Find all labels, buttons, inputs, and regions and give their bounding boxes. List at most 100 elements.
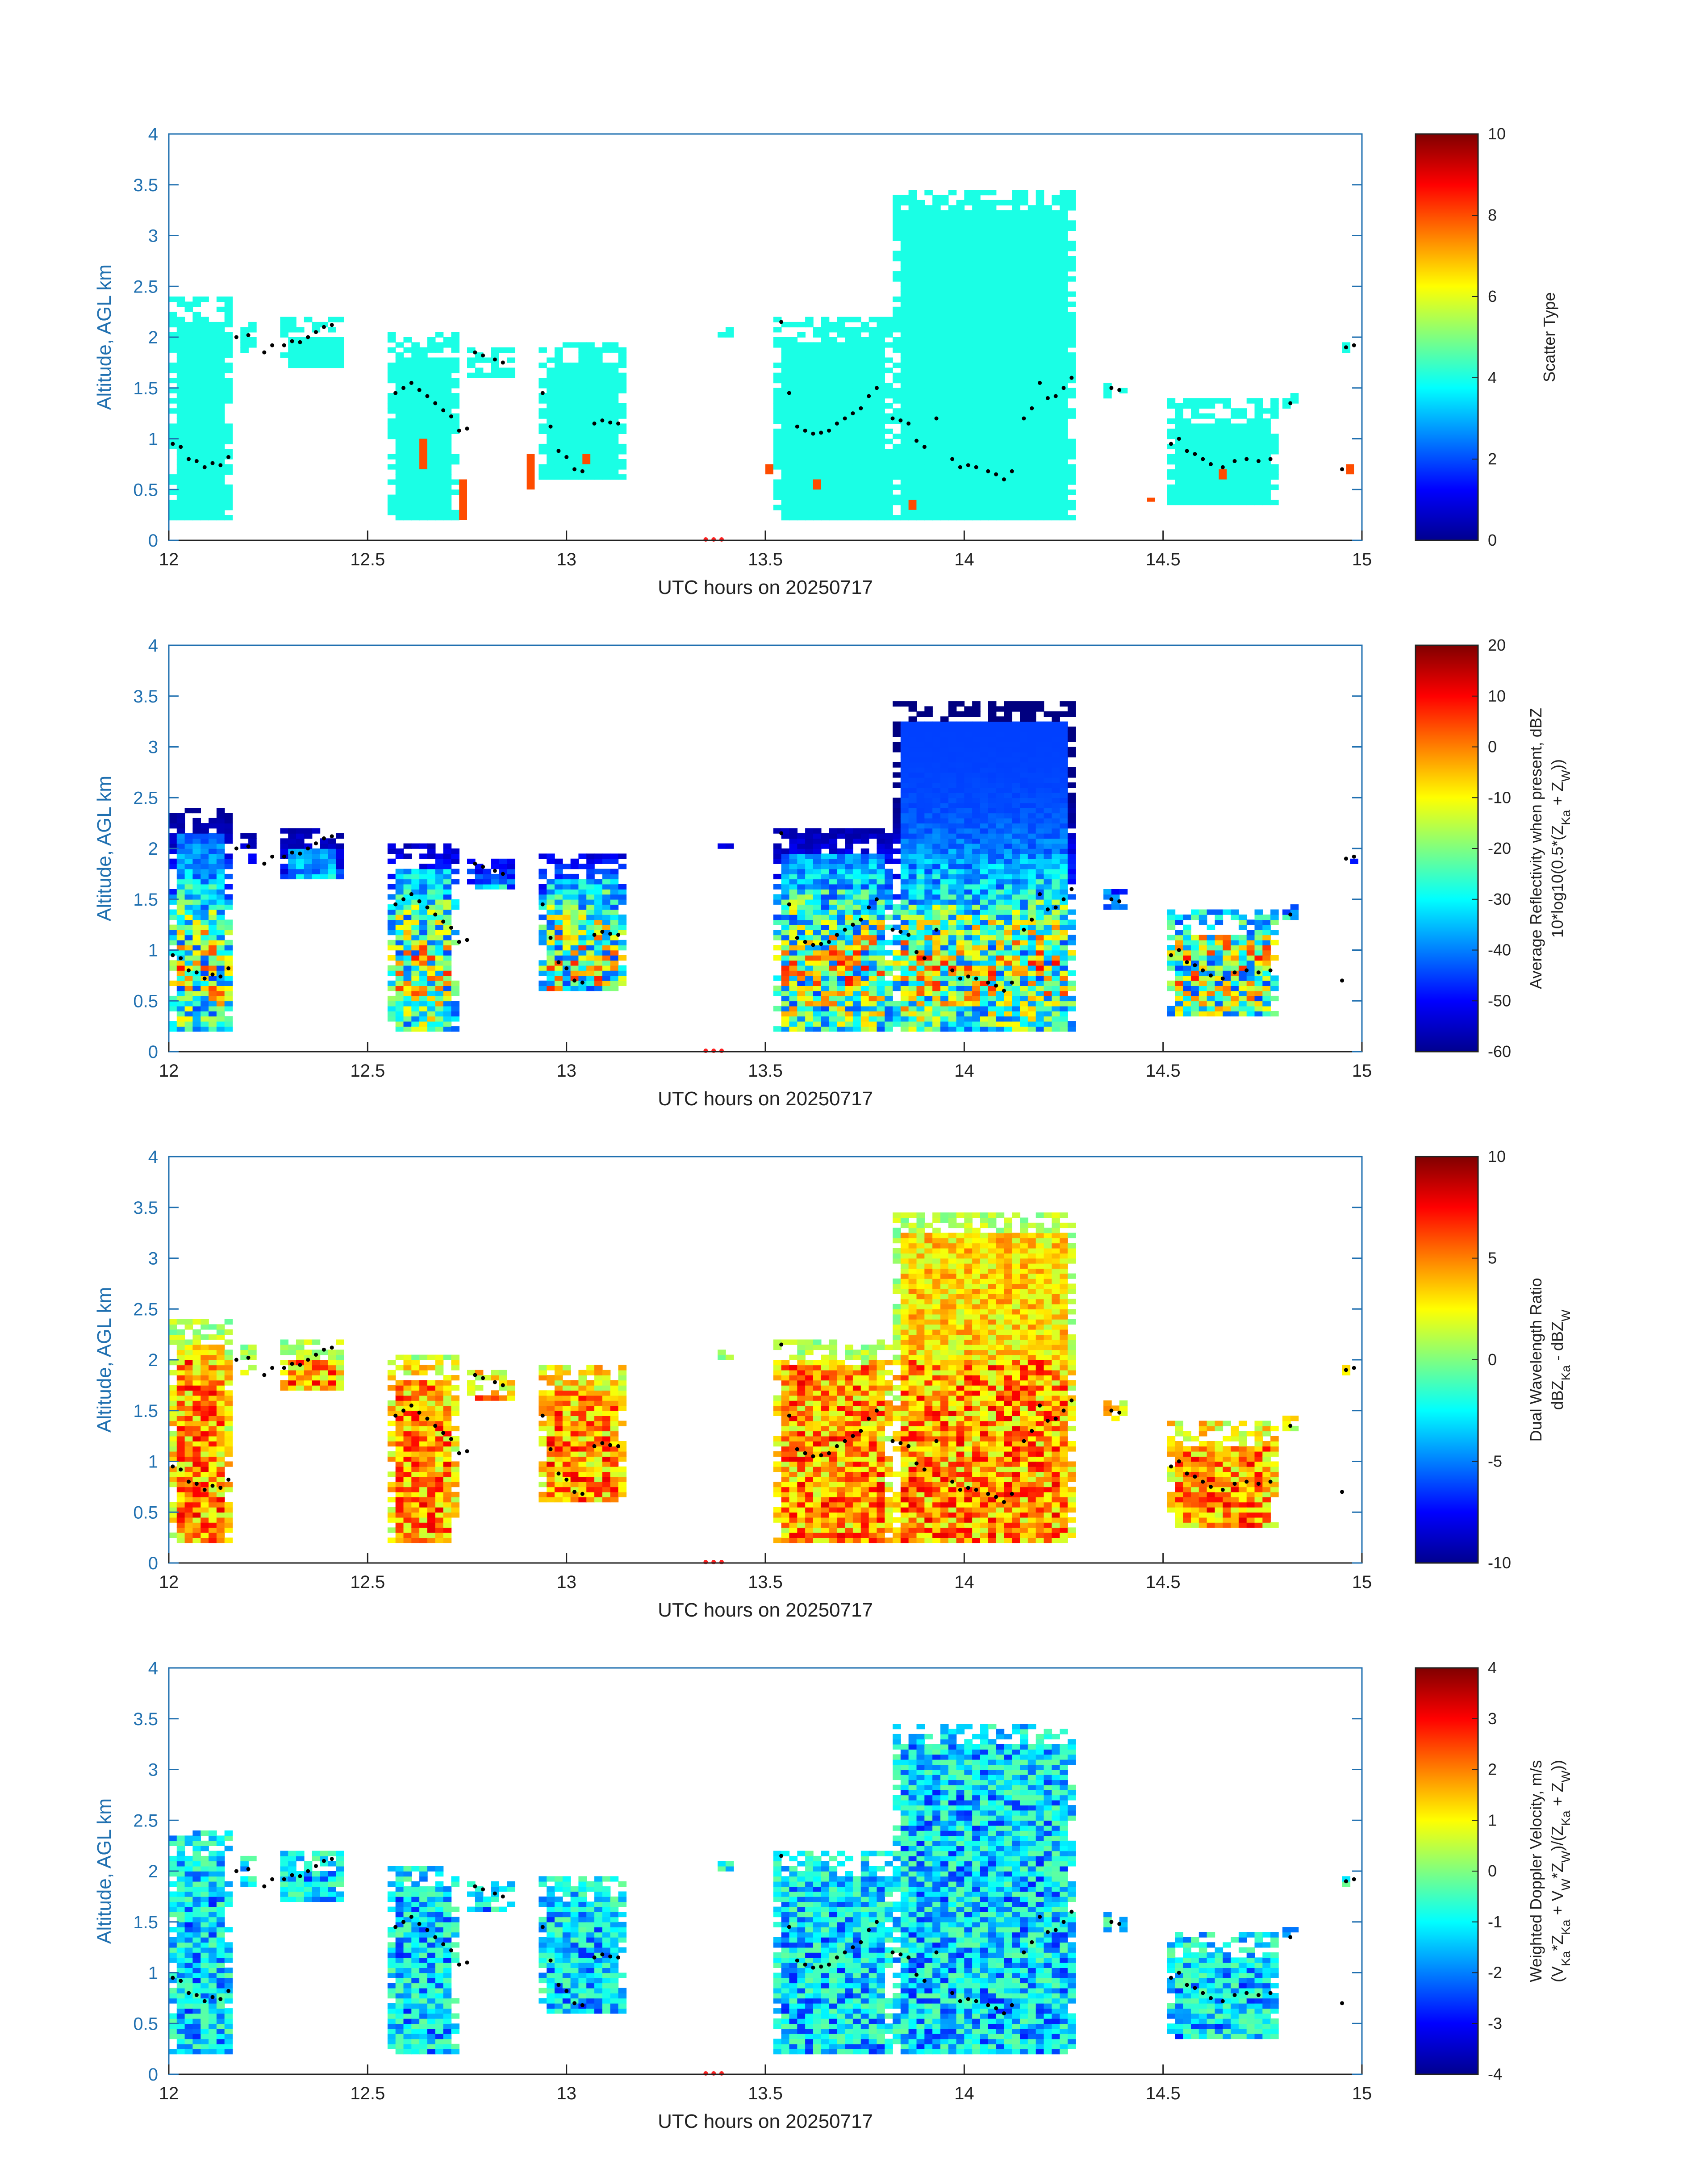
echo-cell [789, 838, 798, 844]
cloud-base-dot [473, 350, 477, 355]
echo-cell [1027, 337, 1036, 343]
echo-cell [618, 372, 627, 378]
echo-cell [1060, 246, 1068, 251]
echo-cell [169, 474, 177, 480]
echo-cell [900, 246, 909, 251]
echo-cell [1067, 220, 1076, 226]
echo-cell [972, 306, 981, 312]
echo-cell [908, 398, 917, 404]
echo-cell [980, 291, 989, 297]
echo-cell [443, 1001, 452, 1007]
echo-cell [988, 378, 997, 384]
echo-cell [1246, 418, 1255, 424]
echo-cell [916, 515, 925, 521]
echo-cell [845, 510, 853, 515]
echo-cell [860, 454, 869, 460]
x-tick-label: 13 [556, 550, 576, 569]
echo-cell [1036, 500, 1044, 506]
echo-cell [940, 494, 949, 500]
echo-cell [1027, 220, 1036, 226]
echo-cell [240, 347, 249, 353]
echo-cell [948, 266, 957, 272]
echo-cell [209, 975, 217, 981]
echo-cell [885, 986, 893, 991]
echo-cell [1036, 443, 1044, 450]
echo-cell [916, 505, 925, 510]
echo-cell [900, 403, 909, 409]
echo-cell [956, 484, 965, 490]
echo-cell [877, 1001, 885, 1007]
echo-cell [169, 505, 177, 510]
echo-cell [403, 919, 412, 925]
echo-cell [852, 935, 861, 940]
echo-cell [419, 434, 428, 439]
highlight-cell [1147, 497, 1155, 502]
echo-cell [507, 372, 515, 378]
echo-cell [411, 510, 420, 515]
echo-cell [980, 443, 989, 450]
echo-cell [570, 443, 579, 450]
echo-cell [192, 398, 201, 404]
echo-cell [964, 413, 973, 419]
echo-cell [618, 853, 627, 859]
echo-cell [1020, 301, 1028, 307]
echo-cell [578, 352, 587, 358]
echo-cell [932, 256, 941, 262]
echo-cell [499, 873, 507, 880]
echo-cell [1103, 388, 1112, 393]
echo-cell [570, 986, 579, 991]
echo-cell [1044, 368, 1052, 373]
echo-cell [1012, 230, 1020, 236]
echo-cell [829, 337, 838, 343]
echo-cell [789, 970, 798, 976]
echo-cell [893, 393, 901, 399]
echo-cell [885, 357, 893, 363]
echo-cell [328, 327, 336, 333]
echo-cell [336, 352, 344, 358]
echo-cell [1254, 418, 1263, 424]
echo-cell [216, 459, 225, 465]
cloud-base-dot [306, 335, 310, 339]
echo-cell [797, 950, 806, 956]
echo-cell [845, 352, 853, 358]
echo-cell [1027, 240, 1036, 247]
echo-cell [1191, 449, 1199, 455]
echo-cell [852, 449, 861, 455]
echo-cell [209, 378, 217, 384]
echo-cell [1004, 220, 1012, 226]
echo-cell [1012, 372, 1020, 378]
echo-cell [852, 327, 861, 333]
echo-cell [169, 428, 177, 434]
echo-cell [980, 439, 989, 444]
echo-cell [964, 235, 973, 241]
echo-cell [451, 398, 459, 404]
echo-cell [1044, 393, 1052, 399]
echo-cell [427, 500, 436, 506]
echo-cell [829, 945, 838, 951]
echo-cell [852, 362, 861, 368]
echo-cell [200, 848, 209, 854]
echo-cell [1262, 408, 1271, 414]
echo-cell [845, 469, 853, 475]
echo-cell [1231, 428, 1239, 434]
echo-cell [395, 1011, 404, 1017]
echo-cell [1238, 443, 1247, 450]
echo-cell [980, 220, 989, 226]
echo-cell [435, 372, 444, 378]
echo-cell [964, 297, 973, 302]
echo-cell [805, 884, 814, 890]
echo-cell [176, 489, 185, 495]
echo-cell [900, 924, 909, 930]
echo-cell [427, 388, 436, 393]
echo-cell [1060, 388, 1068, 393]
echo-cell [192, 980, 201, 986]
echo-cell [789, 879, 798, 885]
echo-cell [209, 914, 217, 920]
echo-cell [988, 281, 997, 287]
echo-cell [1020, 484, 1028, 490]
echo-cell [395, 494, 404, 500]
echo-cell [336, 869, 344, 874]
echo-cell [980, 301, 989, 307]
echo-cell [900, 372, 909, 378]
echo-cell [320, 869, 329, 874]
